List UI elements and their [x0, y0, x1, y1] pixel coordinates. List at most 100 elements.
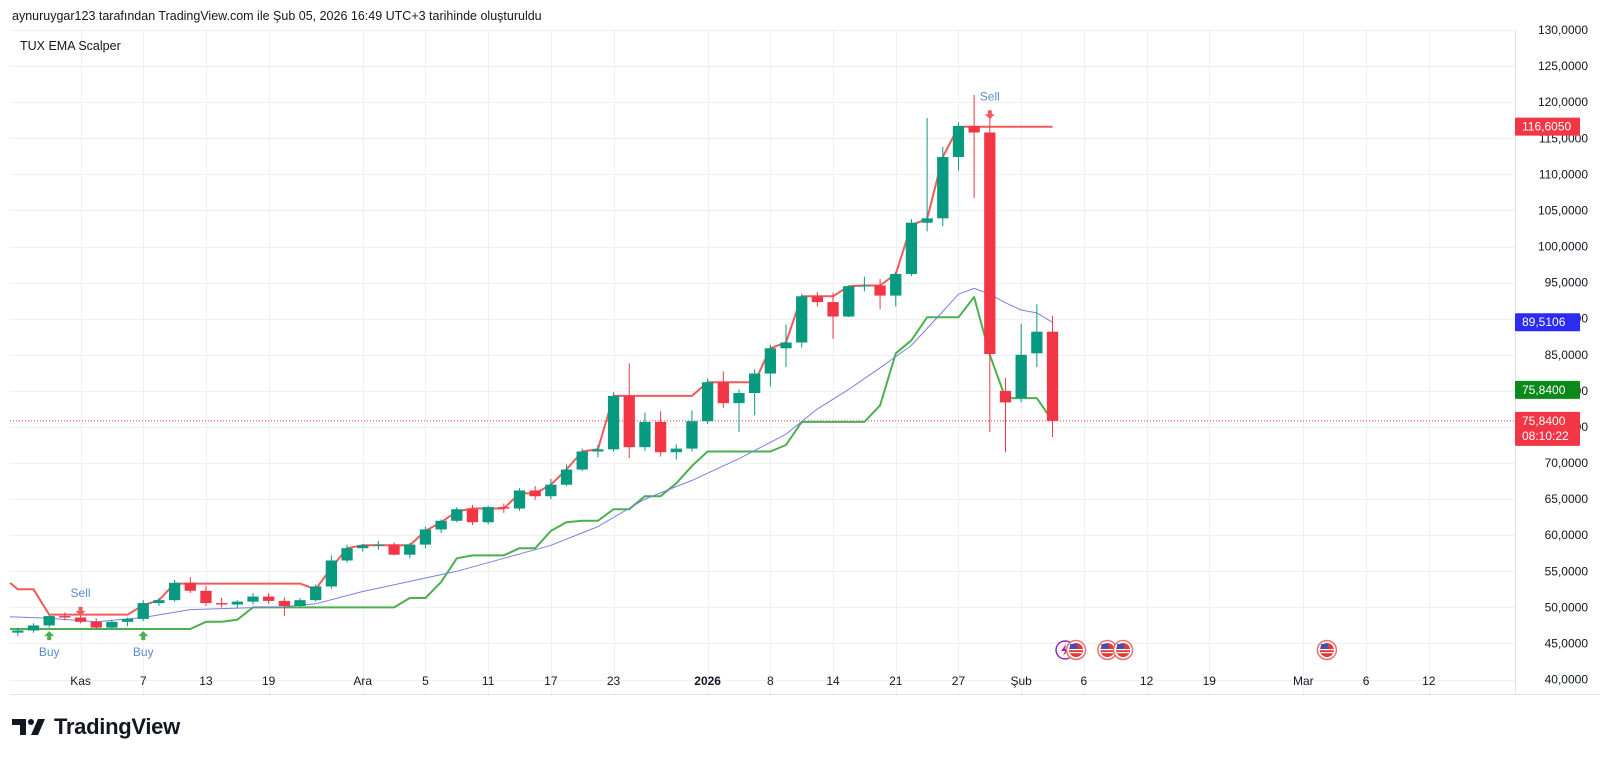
candle-body [764, 348, 776, 374]
candle-body [451, 509, 463, 521]
x-tick-label: 27 [952, 674, 966, 688]
candle [294, 598, 306, 608]
x-tick-label: 23 [607, 674, 621, 688]
candle-body [717, 382, 729, 404]
candle [263, 592, 275, 604]
event-flag-us-icon [1112, 639, 1134, 661]
candle [200, 585, 212, 606]
candle-body [733, 393, 745, 404]
y-tick-label: 65,0000 [1545, 492, 1589, 506]
y-tick-label: 120,0000 [1538, 95, 1588, 109]
candle-body [749, 373, 761, 394]
chart-caption: aynuruygar123 tarafından TradingView.com… [12, 9, 542, 23]
candle [12, 627, 24, 637]
candle [827, 292, 839, 339]
candle-body [404, 544, 416, 555]
candle [59, 612, 71, 621]
x-tick-label: Ara [353, 674, 372, 688]
countdown-text: 08:10:22 [1522, 429, 1569, 443]
candle-body [106, 621, 118, 628]
candle [1031, 304, 1043, 368]
candle [90, 618, 102, 630]
candle [168, 579, 181, 602]
time-axis: Kas 7 13 19 Ara 5 11 17 23 2026 8 14 21 27 Şub 6 12 19 Mar… [70, 674, 1436, 688]
candle-body [215, 603, 228, 605]
candle [121, 617, 134, 627]
candle [1015, 323, 1027, 403]
candle [451, 507, 463, 523]
x-tick-label: 6 [1081, 674, 1088, 688]
candle-body [357, 545, 369, 549]
y-tick-label: 50,0000 [1545, 600, 1589, 614]
candle [153, 598, 165, 606]
candle [247, 592, 259, 605]
candle [796, 294, 808, 348]
candle-body [341, 548, 353, 561]
candle [498, 503, 510, 513]
candle-body [686, 421, 698, 449]
candle [670, 444, 682, 460]
candle-body [278, 600, 290, 606]
candle [607, 392, 620, 452]
tradingview-logo-text: TradingView [54, 714, 180, 739]
candle [341, 544, 353, 563]
event-flag-us-icon [1065, 639, 1087, 661]
candle-body [874, 285, 886, 296]
candle-body [607, 395, 620, 450]
candle-body [592, 449, 604, 452]
x-tick-label: Şub [1010, 674, 1032, 688]
candle-body [670, 448, 682, 453]
price-label: 116,6050 [1515, 117, 1580, 136]
candle-body [372, 544, 385, 546]
ema-line [9, 287, 1053, 623]
candle [357, 543, 369, 552]
candle [310, 584, 322, 602]
flag-stripe [1069, 649, 1084, 651]
candle [560, 464, 573, 487]
candle [529, 486, 541, 500]
buy-signal: Buy [39, 631, 60, 659]
candle [654, 411, 667, 457]
candle-body [466, 509, 479, 523]
candle [764, 344, 776, 387]
x-tick-label: 21 [889, 674, 903, 688]
y-tick-label: 60,0000 [1545, 528, 1589, 542]
candle [137, 600, 149, 622]
sell-label: Sell [71, 586, 91, 600]
x-tick-label: 2026 [694, 674, 721, 688]
candle-body [513, 490, 526, 509]
y-tick-label: 55,0000 [1545, 564, 1589, 578]
y-tick-label: 125,0000 [1538, 59, 1588, 73]
candle-body [137, 603, 149, 619]
candle-body [545, 484, 557, 497]
candle [513, 488, 526, 511]
candle [43, 614, 55, 628]
tradingview-logo[interactable]: TradingView [12, 714, 180, 740]
price-label-bg [1515, 313, 1580, 332]
candle [623, 363, 635, 458]
candle-body [639, 421, 651, 448]
candle-body [247, 596, 259, 602]
y-tick-label: 95,0000 [1545, 276, 1589, 290]
candle-body [623, 395, 635, 448]
candle-body [90, 621, 102, 628]
candle-body [12, 630, 24, 633]
price-label: 75,8400 [1515, 380, 1580, 399]
flag-stripe [1101, 652, 1114, 654]
price-label-bg [1515, 380, 1580, 399]
buy-arrow-icon [44, 631, 55, 641]
x-tick-label: 12 [1422, 674, 1436, 688]
flag-canton [1070, 644, 1078, 649]
signals: Buy Sell Buy Sell [39, 89, 1000, 659]
candle [780, 324, 792, 368]
candle-body [184, 582, 196, 591]
candle [701, 378, 714, 425]
price-label: 89,5106 [1515, 313, 1580, 332]
candle-body [388, 544, 400, 555]
candle [404, 543, 416, 559]
candle-body [482, 507, 494, 523]
candle-body [168, 582, 181, 601]
event-markers [1055, 639, 1338, 661]
